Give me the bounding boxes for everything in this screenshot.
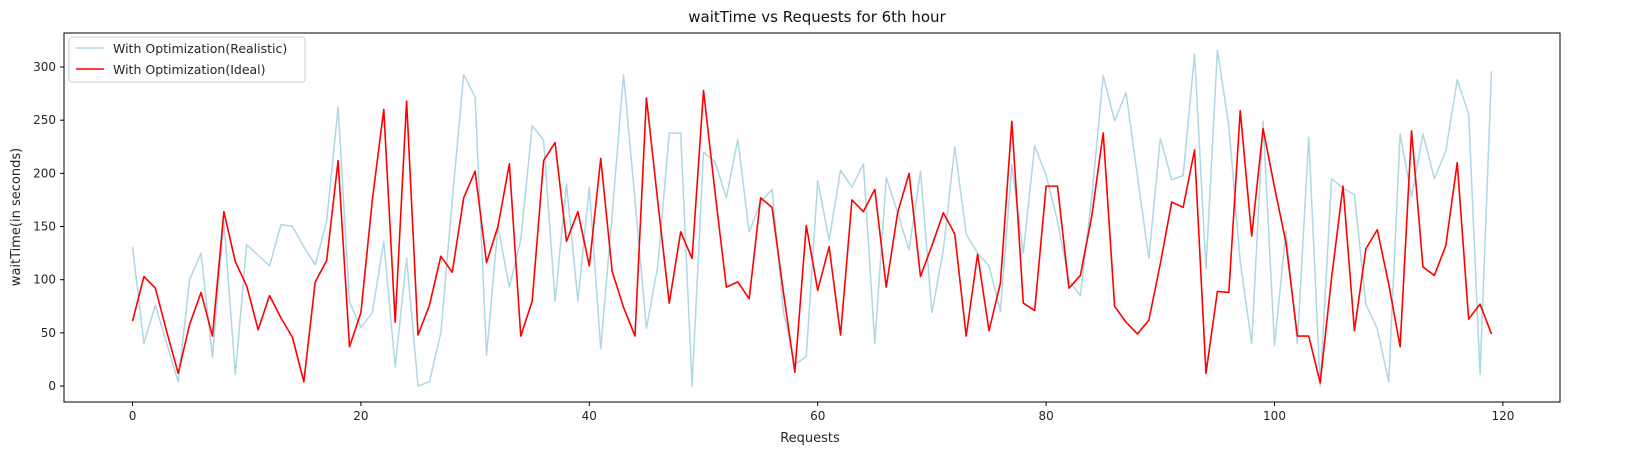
y-axis-label: waitTime(in seconds) [9, 148, 24, 286]
x-tick-label: 120 [1491, 409, 1514, 423]
legend-box [68, 36, 306, 83]
x-tick-label: 40 [582, 409, 597, 423]
y-tick-label: 50 [41, 326, 56, 340]
y-axis: 0 50 100 150 200 250 300 [33, 60, 64, 393]
plot-frame [63, 32, 1561, 403]
x-tick-label: 60 [810, 409, 825, 423]
y-tick-label: 250 [33, 113, 56, 127]
legend-label-realistic: With Optimization(Realistic) [113, 41, 287, 56]
x-axis-label: Requests [780, 431, 840, 446]
y-tick-label: 0 [48, 379, 56, 393]
legend: With Optimization(Realistic) With Optimi… [68, 36, 306, 83]
x-tick-label: 80 [1038, 409, 1053, 423]
y-tick-label: 200 [33, 166, 56, 180]
legend-label-ideal: With Optimization(Ideal) [113, 62, 266, 77]
chart-title: waitTime vs Requests for 6th hour [688, 8, 946, 26]
series-line-realistic [131, 49, 1493, 387]
x-axis: 0 20 40 60 80 100 120 [129, 402, 1514, 423]
y-tick-label: 100 [33, 273, 56, 287]
y-tick-label: 300 [33, 60, 56, 74]
x-tick-label: 100 [1263, 409, 1286, 423]
y-tick-label: 150 [33, 220, 56, 234]
series-layer [131, 49, 1493, 387]
x-tick-label: 0 [129, 409, 137, 423]
series-line-ideal [131, 89, 1493, 384]
x-tick-label: 20 [353, 409, 368, 423]
